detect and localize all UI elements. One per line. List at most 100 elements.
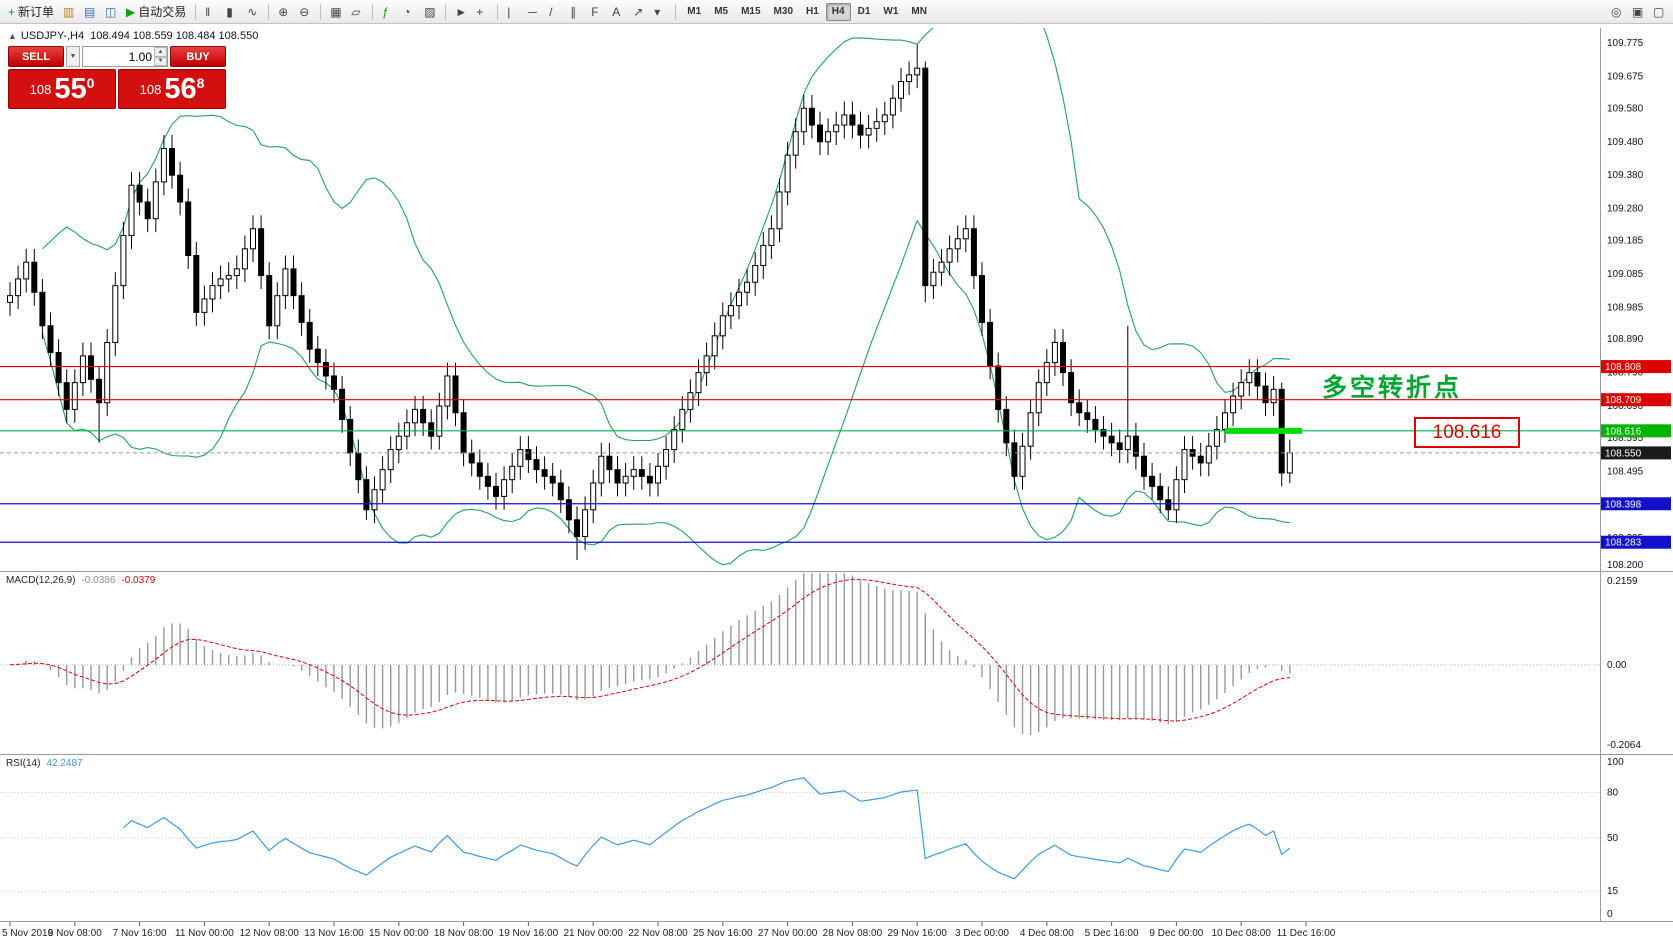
candle [970, 228, 977, 277]
indicators-button[interactable]: ƒ [378, 2, 398, 22]
lot-spinner-up[interactable]: ▲ [154, 47, 167, 57]
price-axis-label: 109.085 [1607, 269, 1644, 280]
price-tag-label: 108.550 [1605, 448, 1642, 459]
tile-windows-button[interactable]: ▦ [326, 2, 346, 22]
candle [201, 298, 208, 313]
price-axis-label: 109.775 [1607, 38, 1644, 49]
buy-price-sup: 8 [196, 75, 205, 91]
cursor-button[interactable]: ► [451, 2, 471, 22]
lot-size-input[interactable] [83, 47, 154, 66]
navigator-button[interactable]: ◫ [101, 2, 121, 22]
search-symbols-button[interactable]: ◎ [1607, 2, 1627, 22]
auto-trading-button[interactable]: ▶ 自动交易 [122, 2, 190, 22]
macd-signal-line [9, 578, 1290, 722]
periods-button[interactable]: ◔ [399, 2, 419, 22]
candle [314, 348, 321, 364]
trendline-icon: / [549, 4, 553, 19]
profiles-button[interactable]: ▥ [59, 2, 79, 22]
shapes-dropdown-button[interactable]: ▾ [650, 2, 670, 22]
trendline-button[interactable]: / [545, 2, 565, 22]
rsi-indicator-label: RSI(14) 42.2487 [6, 758, 83, 769]
timeframe-m15[interactable]: M15 [735, 3, 766, 21]
workspace-button[interactable]: ▢ [1649, 2, 1669, 22]
templates-button[interactable]: ▨ [420, 2, 440, 22]
time-axis-label: 22 Nov 08:00 [628, 928, 688, 939]
candle [1246, 372, 1253, 384]
timeframe-m5[interactable]: M5 [708, 3, 734, 21]
price-tag: 108.808 [1601, 360, 1671, 374]
candle [1019, 445, 1026, 477]
timeframe-w1[interactable]: W1 [877, 3, 904, 21]
price-tag: 108.616 [1601, 424, 1671, 438]
rsi-axis-label: 50 [1607, 833, 1619, 844]
crosshair-icon: + [476, 4, 484, 19]
candle [906, 74, 913, 83]
fibonacci-button[interactable]: F [587, 2, 607, 22]
toolbar-separator [675, 3, 677, 20]
buy-price-display[interactable]: 108 56 8 [118, 69, 226, 109]
candle [784, 154, 791, 193]
line-chart-button[interactable]: ∿ [243, 2, 263, 22]
sell-options-dropdown[interactable]: ▼ [66, 46, 80, 67]
timeframe-d1[interactable]: D1 [852, 3, 877, 21]
timeframe-mn[interactable]: MN [905, 3, 933, 21]
sell-button[interactable]: SELL [8, 46, 64, 67]
candle [590, 482, 597, 511]
candle [1124, 435, 1131, 451]
new-order-button[interactable]: + 新订单 [4, 2, 58, 22]
macd-axis-label: -0.2064 [1607, 740, 1641, 751]
candle [954, 238, 961, 250]
candle [7, 295, 13, 303]
timeframe-h4[interactable]: H4 [825, 2, 851, 21]
candle [1132, 435, 1139, 457]
price-axis: 109.775 109.675 109.580 109.480 109.380 109.2… [1607, 38, 1644, 571]
one-click-toggle-icon[interactable]: ▲ [8, 31, 17, 41]
candle [663, 449, 670, 467]
auto-arrange-button[interactable]: ▱ [347, 2, 367, 22]
lot-spinner-down[interactable]: ▼ [154, 56, 167, 66]
chart-windows-button[interactable]: ▣ [1628, 2, 1648, 22]
candle [412, 408, 418, 424]
arrows-button[interactable]: ↗ [629, 2, 649, 22]
timeframe-h1[interactable]: H1 [800, 3, 825, 21]
candle [833, 124, 840, 133]
candle [428, 422, 435, 437]
sell-price-display[interactable]: 108 55 0 [8, 69, 116, 109]
zoom-out-button[interactable]: ⊖ [295, 2, 315, 22]
price-tag-label: 108.808 [1605, 362, 1642, 373]
candle [1027, 412, 1034, 447]
text-button[interactable]: A [608, 2, 628, 22]
timeframe-m1[interactable]: M1 [681, 3, 707, 21]
candle [727, 305, 734, 317]
equidistant-channel-button[interactable]: ∥ [566, 2, 586, 22]
price-callout-box[interactable]: 108.616 [1414, 417, 1520, 448]
candle [1222, 412, 1228, 430]
horizontal-line-button[interactable]: ─ [524, 2, 544, 22]
market-watch-button[interactable]: ▤ [80, 2, 100, 22]
sell-price-prefix: 108 [29, 81, 52, 97]
price-tag: 108.550 [1601, 446, 1671, 460]
crosshair-button[interactable]: + [472, 2, 492, 22]
candle [582, 509, 589, 538]
bar-chart-button[interactable]: ‖ [201, 2, 221, 22]
zoom-in-button[interactable]: ⊕ [274, 2, 294, 22]
indicators-icon: ƒ [382, 4, 389, 19]
candle [1011, 442, 1018, 477]
candle [1213, 428, 1220, 447]
candle [444, 375, 451, 407]
chart-annotation-text[interactable]: 多空转折点 [1322, 374, 1463, 402]
candle [1270, 388, 1277, 404]
price-axis-label: 108.495 [1607, 466, 1644, 477]
candle [525, 449, 532, 461]
timeframe-m30[interactable]: M30 [768, 3, 799, 21]
buy-button[interactable]: BUY [170, 46, 226, 67]
candle [347, 418, 354, 454]
new-order-icon: + [8, 4, 16, 19]
auto-trading-icon: ▶ [126, 4, 136, 19]
bar-chart-icon: ‖ [205, 4, 211, 19]
price-axis-label: 109.480 [1607, 137, 1644, 148]
candlestick-chart-button[interactable]: ▮ [222, 2, 242, 22]
vertical-line-button[interactable]: | [503, 2, 523, 22]
candle [1254, 372, 1261, 387]
